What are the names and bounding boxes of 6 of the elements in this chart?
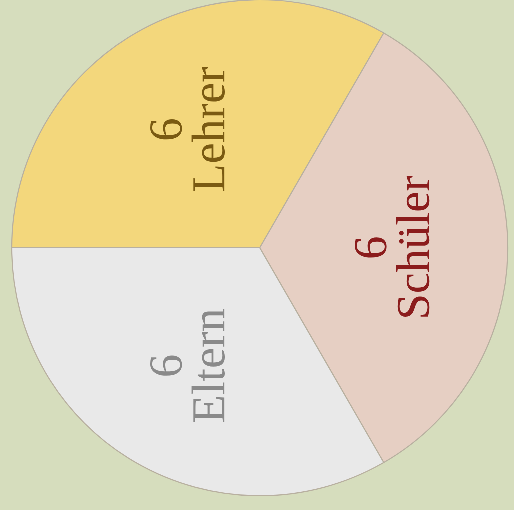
data-label: 6 [355, 238, 387, 258]
slice-label: Eltern [192, 309, 226, 422]
slice-label: Schüler [396, 176, 430, 317]
slice-label: Lehrer [192, 67, 226, 192]
data-label: 6 [150, 119, 182, 140]
data-label: 6 [150, 356, 182, 376]
